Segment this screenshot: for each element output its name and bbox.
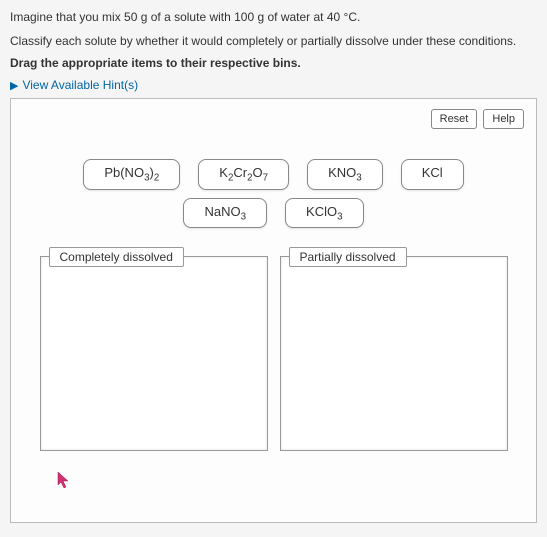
- draggable-items-pool: Pb(NO3)2 K2Cr2O7 KNO3 KCl NaNO3 KClO3: [23, 159, 524, 228]
- draggable-kcl[interactable]: KCl: [401, 159, 464, 190]
- bin-label-complete: Completely dissolved: [49, 247, 184, 267]
- question-text-pre: Imagine that you mix 50 g of a solute wi…: [10, 10, 344, 24]
- view-hints-link[interactable]: ▶ View Available Hint(s): [10, 78, 537, 92]
- question-text-post: .: [357, 10, 360, 24]
- draggable-k2cr2o7[interactable]: K2Cr2O7: [198, 159, 289, 190]
- draggable-kno3[interactable]: KNO3: [307, 159, 383, 190]
- draggable-kclo3[interactable]: KClO3: [285, 198, 364, 229]
- question-line-2: Classify each solute by whether it would…: [10, 32, 537, 50]
- degree-symbol: °C: [344, 10, 357, 24]
- cursor-pointer-icon: [57, 471, 71, 494]
- drag-instruction: Drag the appropriate items to their resp…: [10, 56, 537, 70]
- help-button[interactable]: Help: [483, 109, 524, 129]
- caret-right-icon: ▶: [10, 79, 18, 92]
- bin-partially-dissolved[interactable]: Partially dissolved: [280, 256, 508, 451]
- reset-button[interactable]: Reset: [431, 109, 478, 129]
- hints-label: View Available Hint(s): [22, 78, 138, 92]
- draggable-pbno3[interactable]: Pb(NO3)2: [83, 159, 180, 190]
- bin-label-partial: Partially dissolved: [289, 247, 407, 267]
- interactive-work-area: Reset Help Pb(NO3)2 K2Cr2O7 KNO3 KCl NaN…: [10, 98, 537, 523]
- draggable-nano3[interactable]: NaNO3: [183, 198, 267, 229]
- bin-completely-dissolved[interactable]: Completely dissolved: [40, 256, 268, 451]
- drop-bins-row: Completely dissolved Partially dissolved: [23, 256, 524, 451]
- question-line-1: Imagine that you mix 50 g of a solute wi…: [10, 8, 537, 26]
- control-buttons: Reset Help: [23, 109, 524, 129]
